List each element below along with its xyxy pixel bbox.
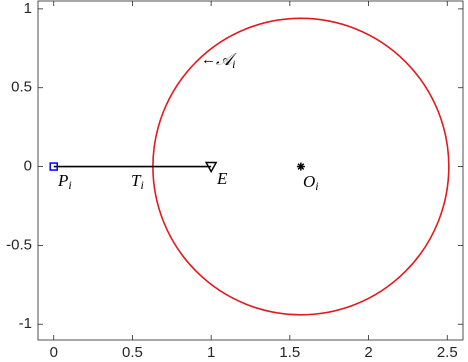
x-tick-label: 0 <box>50 344 58 361</box>
x-tick-label: 2 <box>364 344 372 361</box>
annotation-text: E <box>216 169 228 188</box>
annotation-arrow: ← <box>201 52 216 68</box>
x-tick-label: 2.5 <box>437 344 458 361</box>
point-marker <box>204 161 218 174</box>
y-tick-label: 0.5 <box>11 79 32 96</box>
x-tick-label: 1.5 <box>279 344 300 361</box>
y-tick-label: 1 <box>24 0 32 17</box>
point-marker <box>296 162 305 171</box>
annotation-text: T <box>131 171 142 190</box>
annotation: Oi <box>303 172 319 193</box>
annotation: Ti <box>131 171 144 192</box>
x-tick-label: 0.5 <box>122 344 143 361</box>
y-tick-label: -0.5 <box>6 236 32 253</box>
axes-box <box>37 0 464 341</box>
annotation-subscript: i <box>68 178 71 192</box>
annotation-text: P <box>57 171 68 190</box>
point-marker <box>49 162 58 171</box>
annotation-text: O <box>303 172 315 191</box>
y-tick-label: -1 <box>19 315 32 332</box>
annotation: Pi <box>57 171 72 192</box>
annotation-subscript: i <box>315 179 318 193</box>
annotation: E <box>216 169 228 188</box>
annotation: ←𝒜i <box>201 50 237 71</box>
annotation-subscript: i <box>140 178 143 192</box>
annotation-text: 𝒜 <box>216 50 237 69</box>
asterisk-stroke <box>297 163 305 170</box>
annotation-subscript: i <box>232 57 235 71</box>
y-tick-label: 0 <box>24 158 32 175</box>
x-tick-label: 1 <box>207 344 215 361</box>
